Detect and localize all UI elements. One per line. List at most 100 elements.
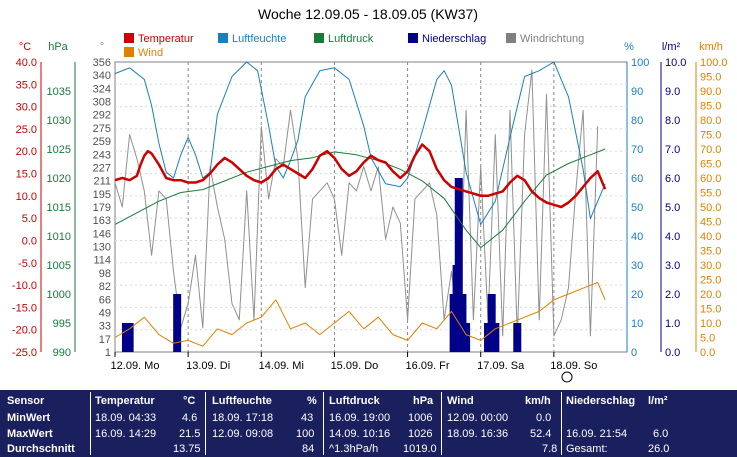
cursor-marker-icon [561, 371, 573, 383]
wind-tick-3: 85.0 [700, 101, 721, 113]
series-line-temperatur [114, 143, 607, 209]
stats-header-press: Luftdruck [329, 395, 380, 407]
wind-tick-19: 5.0 [700, 333, 715, 345]
stats-hum-max-time: 12.09. 09:08 [212, 428, 274, 440]
rain-tick-4: 6.0 [665, 173, 680, 185]
wind-tick-8: 60.0 [700, 173, 721, 185]
wind-tick-17: 15.0 [700, 304, 721, 316]
wind-tick-4: 80.0 [700, 115, 721, 127]
humidity-tick-3: 70 [631, 144, 643, 156]
series-line-wind [114, 281, 606, 347]
wind-tick-9: 55.0 [700, 188, 721, 200]
stats-hum-min-time: 18.09. 17:18 [212, 412, 274, 424]
temp-tick-4: 20.0 [16, 146, 37, 158]
direction-tick-21: 17 [99, 334, 111, 346]
stats-temp-max-time: 16.09. 14:29 [95, 428, 157, 440]
stats-header-wind: Wind [447, 395, 474, 407]
humidity-tick-5: 50 [631, 202, 643, 214]
humidity-tick-7: 30 [631, 260, 643, 272]
stats-hum-avg-value: 84 [302, 443, 315, 455]
temp-tick-7: 5.0 [22, 213, 37, 225]
stats-header-press-unit: hPa [413, 395, 434, 407]
direction-tick-13: 146 [93, 228, 111, 240]
stats-wind-min-value: 0.0 [536, 412, 552, 424]
direction-tick-19: 49 [99, 307, 111, 319]
wind-unit: km/h [699, 41, 723, 53]
temp-unit: °C [19, 41, 31, 53]
direction-tick-4: 292 [93, 110, 111, 122]
stats-header-sensor: Sensor [7, 395, 45, 407]
wind-tick-2: 90.0 [700, 86, 721, 98]
x-label-0: 12.09. Mo [111, 360, 160, 372]
wind-tick-13: 35.0 [700, 246, 721, 258]
rain-bar-2 [173, 294, 182, 352]
chart-title: Woche 12.09.05 - 18.09.05 (KW37) [258, 6, 478, 22]
stats-press-min-time: 16.09. 19:00 [329, 412, 391, 424]
rain-bar-10 [491, 323, 500, 352]
stats-row-avg-label: Durchschnitt [7, 443, 75, 455]
direction-tick-14: 130 [93, 242, 111, 254]
wind-tick-1: 95.0 [700, 72, 721, 84]
stats-temp-min-value: 4.6 [182, 412, 198, 424]
temp-tick-0: 40.0 [16, 57, 37, 69]
direction-tick-16: 98 [99, 268, 111, 280]
wind-tick-12: 40.0 [700, 231, 721, 243]
direction-unit: ° [100, 41, 104, 53]
direction-tick-15: 114 [93, 255, 111, 267]
stats-temp-max-value: 21.5 [179, 428, 201, 440]
rain-tick-9: 1.0 [665, 318, 680, 330]
direction-tick-12: 163 [93, 215, 111, 227]
pressure-tick-5: 1010 [47, 231, 71, 243]
legend-label-4: Luftdruck [328, 33, 374, 45]
wind-tick-0: 100.0 [700, 57, 728, 69]
rain-bar-1 [125, 323, 134, 352]
direction-tick-2: 324 [93, 83, 111, 95]
humidity-tick-10: 0 [631, 347, 637, 359]
stats-press-trend: ^1.3hPa/h [329, 443, 379, 455]
legend-label-6: Windrichtung [520, 33, 584, 45]
stats-rain-total-label: Gesamt: [566, 443, 608, 455]
legend-label-3: Luftfeuchte [232, 33, 286, 45]
direction-tick-10: 195 [93, 189, 111, 201]
rain-tick-0: 10.0 [665, 57, 686, 69]
x-label-6: 18.09. So [550, 360, 597, 372]
legend-swatch-6 [506, 33, 516, 43]
pressure-tick-7: 1000 [47, 289, 71, 301]
direction-tick-1: 340 [93, 70, 111, 82]
wind-tick-7: 65.0 [700, 159, 721, 171]
stats-temp-min-time: 18.09. 04:33 [95, 412, 157, 424]
stats-header-rain: Niederschlag [566, 395, 636, 407]
direction-tick-22: 1 [105, 347, 111, 359]
rain-tick-3: 7.0 [665, 144, 680, 156]
direction-tick-18: 66 [99, 294, 111, 306]
stats-wind-max-time: 18.09. 16:36 [447, 428, 509, 440]
humidity-tick-2: 80 [631, 115, 643, 127]
stats-press-max-value: 1026 [408, 428, 433, 440]
x-label-2: 14.09. Mi [259, 360, 304, 372]
pressure-tick-9: 990 [53, 347, 71, 359]
humidity-unit: % [624, 41, 634, 53]
stats-rain-total-value: 26.0 [648, 443, 670, 455]
stats-header-hum-unit: % [307, 395, 317, 407]
rain-tick-8: 2.0 [665, 289, 680, 301]
temp-tick-10: -10.0 [12, 280, 37, 292]
direction-tick-20: 33 [99, 321, 111, 333]
rain-unit: l/m² [662, 41, 681, 53]
wind-tick-15: 25.0 [700, 275, 721, 287]
pressure-unit: hPa [48, 41, 68, 53]
stats-row-min-label: MinWert [7, 412, 51, 424]
pressure-tick-1: 1030 [47, 115, 71, 127]
temp-tick-1: 35.0 [16, 79, 37, 91]
direction-tick-5: 275 [93, 123, 111, 135]
stats-header-temp: Temperatur [95, 395, 155, 407]
direction-tick-6: 259 [93, 136, 111, 148]
wind-tick-5: 75.0 [700, 130, 721, 142]
series-line-luftfeuchte [114, 61, 606, 225]
rain-tick-10: 0.0 [665, 347, 680, 359]
legend-label-5: Niederschlag [422, 33, 486, 45]
stats-header-temp-unit: °C [183, 395, 196, 407]
pressure-tick-3: 1020 [47, 173, 71, 185]
humidity-tick-9: 10 [631, 318, 643, 330]
legend-swatch-2 [124, 47, 134, 57]
rain-bar-5 [454, 178, 463, 352]
